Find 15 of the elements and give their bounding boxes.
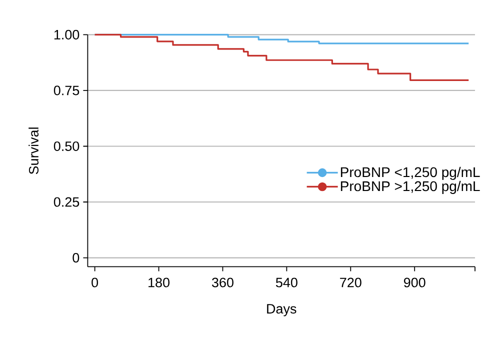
x-tick-label: 720 [340,278,362,288]
x-tick-label: 360 [212,278,234,288]
y-tick-label: 0.75 [54,86,80,96]
legend-label: ProBNP <1,250 pg/mL [340,166,480,180]
y-tick-label: 0.50 [54,141,80,152]
x-tick-label: 540 [276,278,298,288]
y-tick-label: 0.25 [54,197,80,207]
x-tick-label: 0 [92,278,98,288]
x-axis-title: Days [267,304,296,316]
x-tick-label: 900 [404,278,426,288]
y-tick-label: 0 [72,252,80,263]
legend-label: ProBNP >1,250 pg/mL [340,180,480,194]
x-tick-label: 180 [148,278,170,288]
y-axis-title: Survival [28,128,39,174]
y-tick-label: 1.00 [54,30,80,40]
